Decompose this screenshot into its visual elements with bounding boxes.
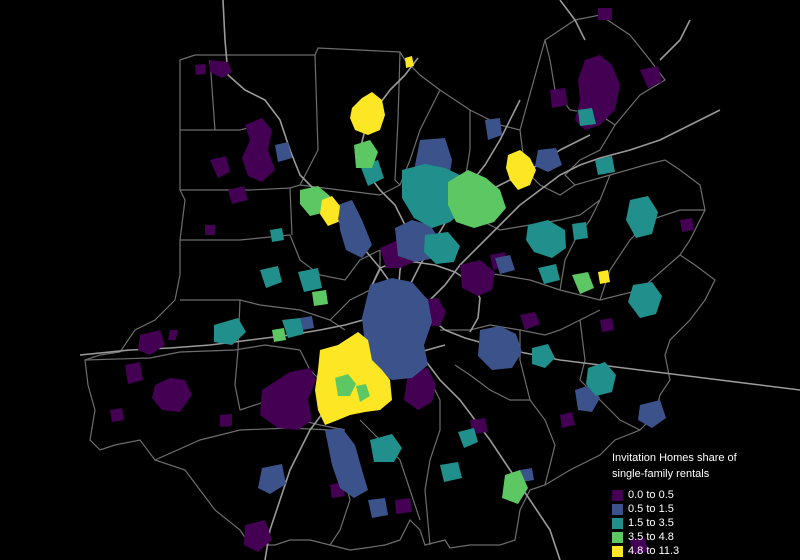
legend-label: 0.5 to 1.5 bbox=[628, 503, 674, 515]
tracts-class-3-inner bbox=[335, 374, 370, 402]
legend-item: 0.5 to 1.5 bbox=[612, 502, 792, 516]
legend-swatch bbox=[612, 489, 623, 501]
legend-swatch bbox=[612, 517, 623, 529]
legend-title-line2: single-family rentals bbox=[612, 468, 710, 480]
legend-item: 3.5 to 4.8 bbox=[612, 530, 792, 544]
legend-label: 0.0 to 0.5 bbox=[628, 489, 674, 501]
legend-item: 1.5 to 3.5 bbox=[612, 516, 792, 530]
legend-item: 0.0 to 0.5 bbox=[612, 488, 792, 502]
tracts-class-1 bbox=[258, 118, 666, 518]
legend-label: 4.8 to 11.3 bbox=[628, 545, 680, 557]
legend-swatch bbox=[612, 531, 623, 543]
legend: Invitation Homes share of single-family … bbox=[612, 450, 792, 558]
legend-label: 3.5 to 4.8 bbox=[628, 531, 674, 543]
legend-label: 1.5 to 3.5 bbox=[628, 517, 674, 529]
legend-item: 4.8 to 11.3 bbox=[612, 544, 792, 558]
legend-title-line1: Invitation Homes share of bbox=[612, 452, 737, 464]
legend-swatch bbox=[612, 545, 623, 557]
legend-title: Invitation Homes share of single-family … bbox=[612, 450, 792, 482]
tracts-class-4 bbox=[315, 56, 610, 425]
legend-swatch bbox=[612, 503, 623, 515]
